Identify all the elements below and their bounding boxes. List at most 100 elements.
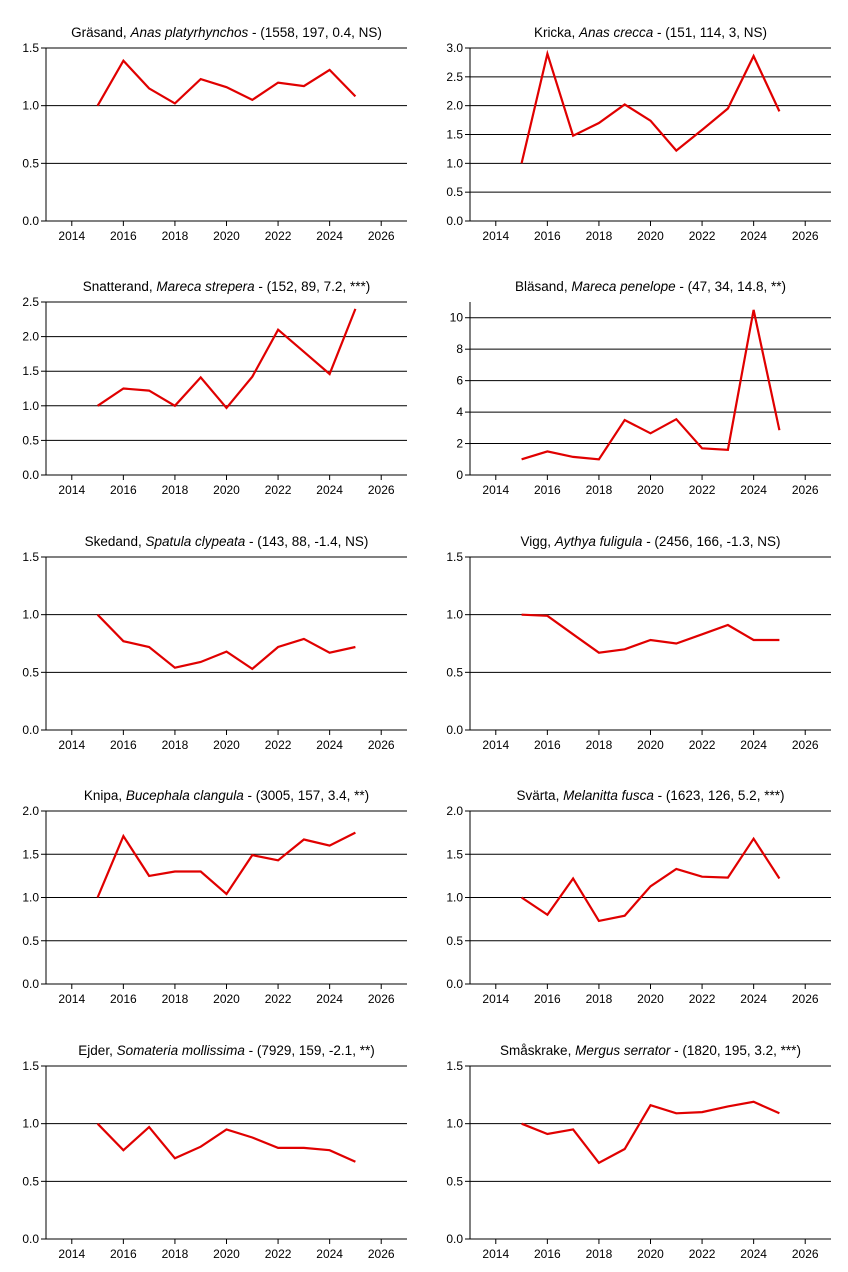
x-tick-label: 2026 [792, 229, 819, 243]
y-tick-label: 0.5 [22, 665, 39, 679]
title-latin-name: Melanitta fusca [563, 788, 654, 803]
x-tick-label: 2024 [740, 229, 767, 243]
chart-title: Skedand, Spatula clypeata - (143, 88, -1… [85, 534, 369, 549]
x-tick-label: 2018 [586, 738, 613, 752]
x-tick-label: 2020 [213, 992, 240, 1006]
title-latin-name: Bucephala clangula [126, 788, 244, 803]
y-tick-label: 1.5 [446, 847, 463, 861]
y-tick-label: 2 [456, 437, 463, 451]
y-tick-label: 0.0 [446, 214, 463, 228]
x-tick-label: 2020 [213, 229, 240, 243]
x-tick-label: 2014 [58, 1247, 85, 1261]
y-tick-label: 1.5 [22, 550, 39, 564]
title-common-name: Snatterand, [83, 279, 157, 294]
x-tick-label: 2024 [740, 738, 767, 752]
y-tick-label: 1.0 [446, 156, 463, 170]
y-tick-label: 0.5 [22, 1174, 39, 1188]
y-tick-label: 0.0 [22, 977, 39, 991]
x-tick-label: 2022 [689, 229, 716, 243]
y-tick-label: 1.5 [22, 1059, 39, 1073]
title-latin-name: Somateria mollissima [117, 1043, 246, 1058]
y-tick-label: 8 [456, 342, 463, 356]
x-tick-label: 2014 [482, 738, 509, 752]
y-tick-label: 1.5 [446, 1059, 463, 1073]
x-tick-label: 2024 [740, 483, 767, 497]
x-tick-label: 2026 [368, 992, 395, 1006]
chart-panel: Svärta, Melanitta fusca - (1623, 126, 5.… [446, 788, 831, 1006]
y-tick-label: 1.0 [446, 608, 463, 622]
title-common-name: Bläsand, [515, 279, 571, 294]
y-tick-label: 2.5 [446, 70, 463, 84]
y-tick-label: 0.0 [446, 723, 463, 737]
y-tick-label: 0 [456, 468, 463, 482]
x-tick-label: 2022 [689, 1247, 716, 1261]
x-tick-label: 2016 [534, 483, 561, 497]
x-tick-label: 2020 [213, 483, 240, 497]
x-tick-label: 2020 [637, 992, 664, 1006]
x-tick-label: 2014 [482, 992, 509, 1006]
y-tick-label: 2.0 [446, 99, 463, 113]
title-latin-name: Mergus serrator [575, 1043, 671, 1058]
y-tick-label: 0.5 [22, 433, 39, 447]
chart-title: Vigg, Aythya fuligula - (2456, 166, -1.3… [520, 534, 780, 549]
x-tick-label: 2024 [316, 738, 343, 752]
x-tick-label: 2016 [534, 738, 561, 752]
y-tick-label: 6 [456, 374, 463, 388]
series-line [96, 1122, 356, 1163]
chart-title: Svärta, Melanitta fusca - (1623, 126, 5.… [517, 788, 785, 803]
x-tick-label: 2018 [162, 992, 189, 1006]
chart-title: Småskrake, Mergus serrator - (1820, 195,… [500, 1043, 801, 1058]
chart-panel: Knipa, Bucephala clangula - (3005, 157, … [22, 788, 407, 1006]
y-tick-label: 0.0 [22, 468, 39, 482]
series-line [96, 613, 356, 671]
x-tick-label: 2026 [368, 738, 395, 752]
x-tick-label: 2024 [316, 992, 343, 1006]
y-tick-label: 1.5 [22, 364, 39, 378]
x-tick-label: 2020 [637, 738, 664, 752]
x-tick-label: 2014 [482, 1247, 509, 1261]
x-tick-label: 2022 [265, 483, 292, 497]
y-tick-label: 0.0 [22, 723, 39, 737]
y-tick-label: 2.0 [446, 804, 463, 818]
title-latin-name: Mareca strepera [156, 279, 255, 294]
x-tick-label: 2026 [368, 229, 395, 243]
title-common-name: Ejder, [78, 1043, 116, 1058]
y-tick-label: 0.0 [22, 1232, 39, 1246]
chart-title: Snatterand, Mareca strepera - (152, 89, … [83, 279, 370, 294]
y-tick-label: 1.5 [446, 550, 463, 564]
x-tick-label: 2018 [586, 229, 613, 243]
series-line [96, 308, 357, 410]
y-tick-label: 0.5 [446, 934, 463, 948]
x-tick-label: 2022 [689, 483, 716, 497]
x-tick-label: 2018 [162, 483, 189, 497]
x-tick-label: 2026 [792, 738, 819, 752]
x-tick-label: 2020 [637, 229, 664, 243]
chart-panel: Vigg, Aythya fuligula - (2456, 166, -1.3… [446, 534, 831, 752]
title-common-name: Gräsand, [71, 25, 130, 40]
chart-panel: Bläsand, Mareca penelope - (47, 34, 14.8… [450, 279, 831, 497]
x-tick-label: 2020 [213, 1247, 240, 1261]
x-tick-label: 2018 [162, 738, 189, 752]
title-stats: - (152, 89, 7.2, ***) [255, 279, 371, 294]
y-tick-label: 0.5 [22, 156, 39, 170]
y-tick-label: 0.0 [22, 214, 39, 228]
x-tick-label: 2016 [110, 483, 137, 497]
title-common-name: Vigg, [520, 534, 554, 549]
y-tick-label: 2.5 [22, 295, 39, 309]
title-stats: - (143, 88, -1.4, NS) [245, 534, 368, 549]
chart-title: Knipa, Bucephala clangula - (3005, 157, … [84, 788, 369, 803]
y-tick-label: 1.0 [22, 1117, 39, 1131]
y-tick-label: 3.0 [446, 41, 463, 55]
x-tick-label: 2020 [637, 483, 664, 497]
y-tick-label: 0.5 [446, 665, 463, 679]
title-common-name: Knipa, [84, 788, 126, 803]
series-line [521, 613, 780, 654]
x-tick-label: 2022 [265, 229, 292, 243]
x-tick-label: 2014 [482, 483, 509, 497]
title-stats: - (2456, 166, -1.3, NS) [642, 534, 780, 549]
y-tick-label: 0.0 [446, 977, 463, 991]
x-tick-label: 2016 [534, 1247, 561, 1261]
chart-panel: Kricka, Anas crecca - (151, 114, 3, NS) 0… [446, 25, 831, 243]
x-tick-label: 2016 [110, 992, 137, 1006]
x-tick-label: 2024 [316, 229, 343, 243]
